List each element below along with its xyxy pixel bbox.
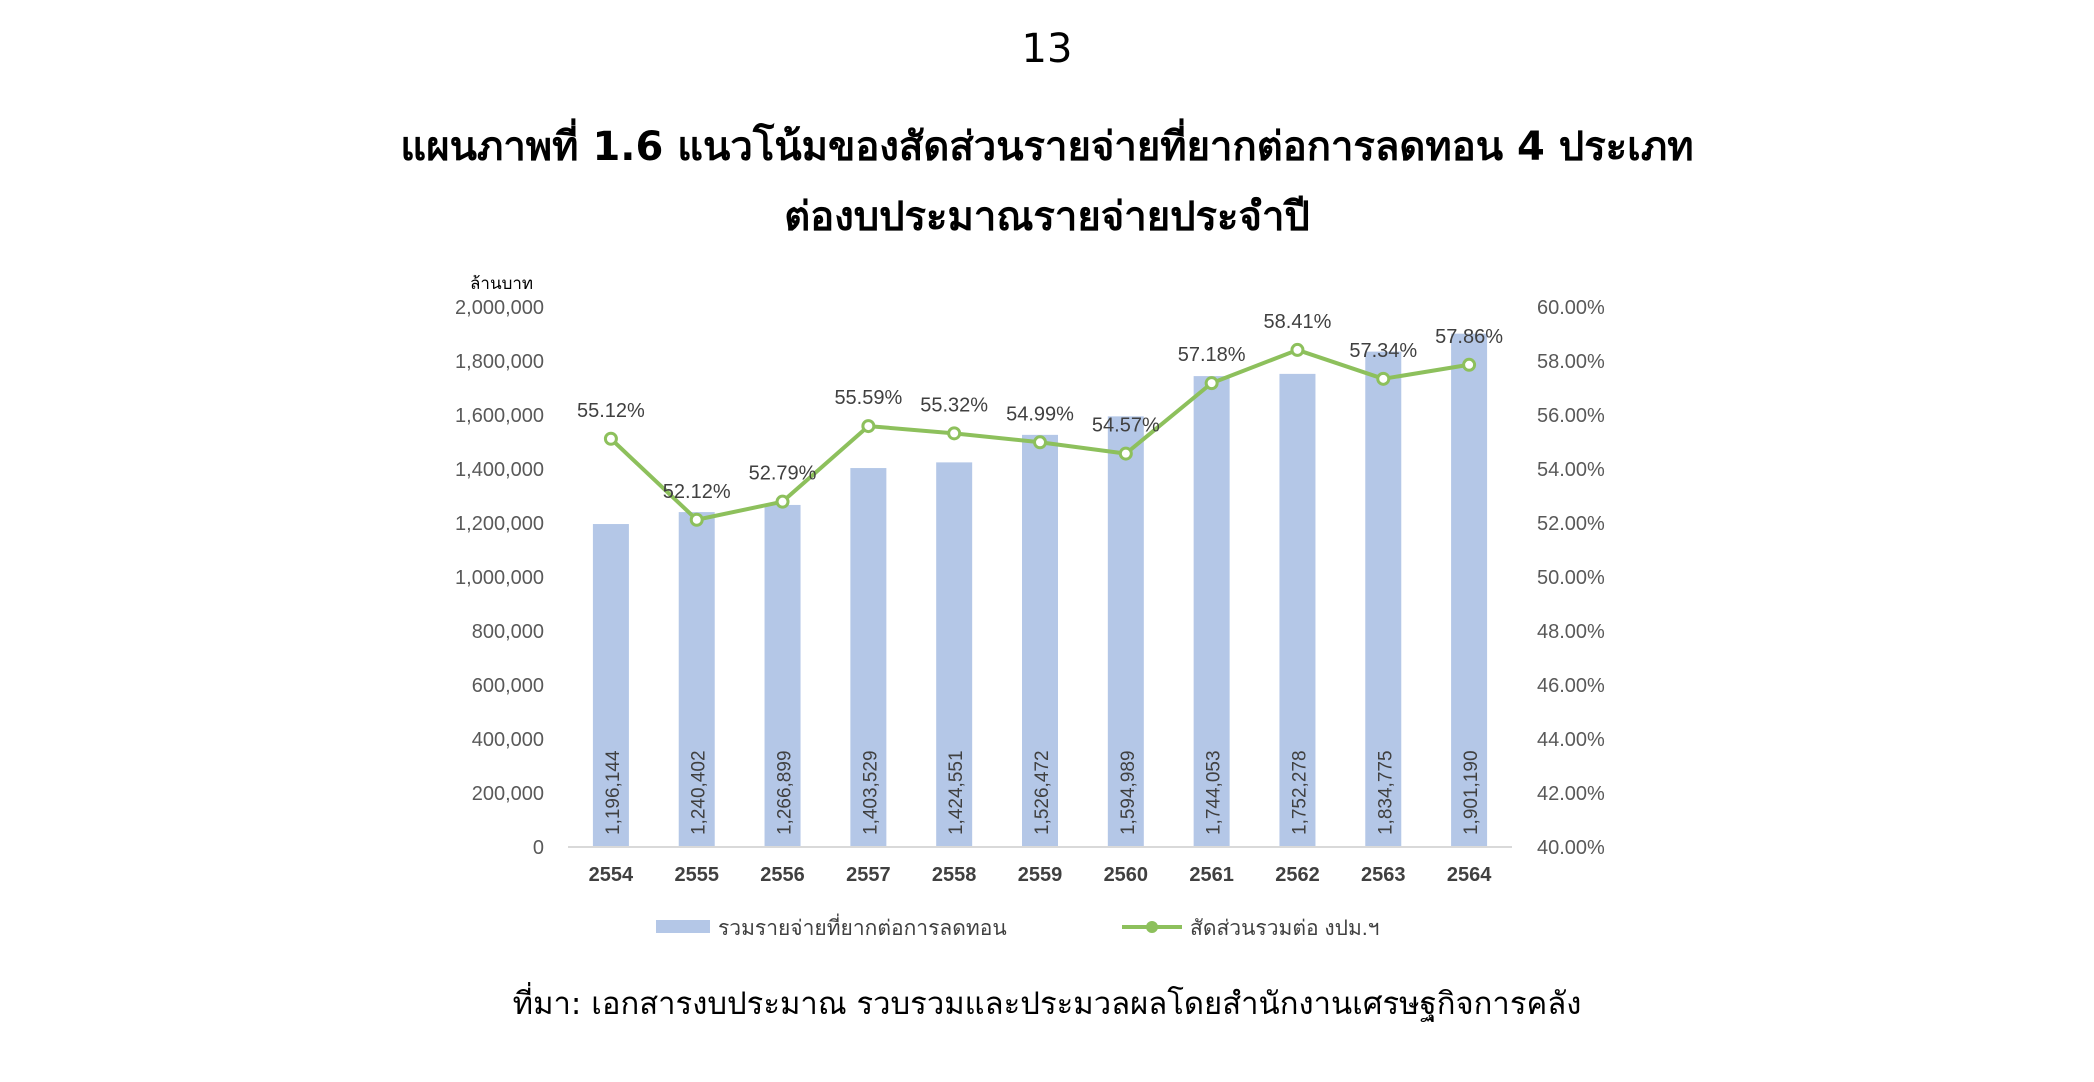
- axes: ล้านบาท 0 200,000 400,000 600,000 800,000 1,00…: [455, 274, 1605, 886]
- ratio-value-label: 52.12%: [663, 481, 731, 503]
- ratio-value-label: 52.79%: [749, 463, 817, 485]
- ratio-value-label: 57.34%: [1349, 340, 1417, 362]
- y2-tick-label: 48.00%: [1537, 621, 1605, 643]
- page-number: 13: [1021, 26, 1073, 72]
- x-tick-label: 2554: [589, 864, 634, 886]
- ratio-value-label: 57.86%: [1435, 326, 1503, 348]
- bar: [1279, 373, 1316, 847]
- bar: [1365, 351, 1402, 847]
- ratio-point: [947, 426, 962, 441]
- ratio-point: [1033, 435, 1047, 450]
- y-tick-label: 200,000: [472, 783, 544, 805]
- x-tick-label: 2555: [674, 864, 719, 886]
- bar-value-label: 1,744,053: [1204, 750, 1225, 835]
- figure-title-line-2: ต่องบประมาณรายจ่ายประจำปี: [784, 194, 1310, 240]
- ratio-value-label: 55.32%: [920, 394, 988, 416]
- legend-bar-label: รวมรายจ่ายที่ยากต่อการลดทอน: [718, 913, 1007, 940]
- bar-value-label: 1,752,278: [1289, 750, 1310, 835]
- ratio-point: [1118, 446, 1133, 461]
- line-series: 55.12% 52.12% 52.79% 55.59% 55.32% 54.99% 54.5…: [577, 311, 1503, 527]
- x-tick-label: 2564: [1447, 864, 1492, 886]
- y-tick-label: 1,200,000: [455, 513, 544, 535]
- x-tick-label: 2562: [1275, 864, 1320, 886]
- x-tick-label: 2561: [1189, 864, 1234, 886]
- y-tick-label: 400,000: [472, 729, 544, 751]
- bar: [764, 504, 801, 847]
- y-tick-label: 0: [533, 837, 544, 859]
- bar-value-label: 1,594,989: [1118, 750, 1139, 835]
- ratio-point: [1204, 376, 1219, 391]
- y2-tick-label: 60.00%: [1537, 297, 1605, 319]
- bar: [1193, 376, 1230, 847]
- bar-value-label: 1,901,190: [1461, 750, 1482, 835]
- legend-line-label: สัดส่วนรวมต่อ งปม.ฯ: [1190, 917, 1379, 940]
- x-tick-label: 2563: [1361, 864, 1406, 886]
- x-tick-label: 2556: [760, 864, 805, 886]
- y2-tick-label: 40.00%: [1537, 837, 1605, 859]
- ratio-value-label: 58.41%: [1264, 311, 1332, 333]
- ratio-point: [1376, 371, 1391, 386]
- bar-value-label: 1,526,472: [1032, 750, 1053, 835]
- ratio-point: [689, 512, 704, 527]
- figure-title: แผนภาพที่ 1.6 แนวโน้มของสัดส่วนรายจ่ายที…: [0, 112, 2094, 252]
- y-tick-label: 800,000: [472, 621, 544, 643]
- bar-value-label: 1,403,529: [860, 750, 881, 835]
- bar: [678, 512, 715, 847]
- bar: [936, 462, 973, 847]
- bar: [850, 468, 887, 847]
- ratio-point: [1462, 357, 1477, 372]
- x-tick-label: 2560: [1104, 864, 1149, 886]
- bar: [1451, 333, 1488, 847]
- ratio-value-label: 54.99%: [1006, 403, 1074, 425]
- y2-tick-label: 42.00%: [1537, 783, 1605, 805]
- y-tick-label: 600,000: [472, 675, 544, 697]
- bar-value-label: 1,424,551: [946, 750, 967, 835]
- y-tick-label: 2,000,000: [455, 297, 544, 319]
- y-axis-title: ล้านบาท: [470, 274, 533, 293]
- y2-tick-label: 56.00%: [1537, 405, 1605, 427]
- bar-value-label: 1,196,144: [603, 750, 624, 835]
- ratio-point: [861, 419, 876, 434]
- legend-bar-swatch: [656, 920, 710, 933]
- ratio-value-label: 55.59%: [834, 387, 902, 409]
- x-tick-label: 2559: [1018, 864, 1063, 886]
- bar-value-label: 1,266,899: [775, 750, 796, 835]
- y2-tick-label: 54.00%: [1537, 459, 1605, 481]
- x-tick-label: 2558: [932, 864, 977, 886]
- ratio-point: [1290, 342, 1305, 357]
- y2-tick-label: 50.00%: [1537, 567, 1605, 589]
- source-note: ที่มา: เอกสารงบประมาณ รวบรวมและประมวลผลโ…: [512, 986, 1582, 1022]
- bar-value-label: 1,834,775: [1375, 750, 1396, 835]
- legend: รวมรายจ่ายที่ยากต่อการลดทอน สัดส่วนรวมต่อ…: [656, 913, 1379, 940]
- ratio-point: [775, 494, 790, 509]
- y-tick-label: 1,400,000: [455, 459, 544, 481]
- bar: [1107, 416, 1144, 847]
- ratio-point: [603, 431, 618, 446]
- bar-value-label: 1,240,402: [689, 750, 710, 835]
- y-tick-label: 1,600,000: [455, 405, 544, 427]
- x-tick-label: 2557: [846, 864, 891, 886]
- figure-title-line-1: แผนภาพที่ 1.6 แนวโน้มของสัดส่วนรายจ่ายที…: [400, 124, 1694, 170]
- bar: [1022, 434, 1058, 847]
- bar-series: 1,196,144 1,240,402 1,266,899 1,403,529 1,42…: [592, 333, 1488, 847]
- y-tick-label: 1,000,000: [455, 567, 544, 589]
- ratio-value-label: 54.57%: [1092, 415, 1160, 437]
- legend-line-marker: [1146, 921, 1158, 933]
- y2-tick-label: 58.00%: [1537, 351, 1605, 373]
- y2-tick-label: 46.00%: [1537, 675, 1605, 697]
- ratio-value-label: 55.12%: [577, 400, 645, 422]
- y2-tick-label: 44.00%: [1537, 729, 1605, 751]
- bar: [592, 524, 629, 847]
- y-tick-label: 1,800,000: [455, 351, 544, 373]
- y2-tick-label: 52.00%: [1537, 513, 1605, 535]
- ratio-value-label: 57.18%: [1178, 344, 1246, 366]
